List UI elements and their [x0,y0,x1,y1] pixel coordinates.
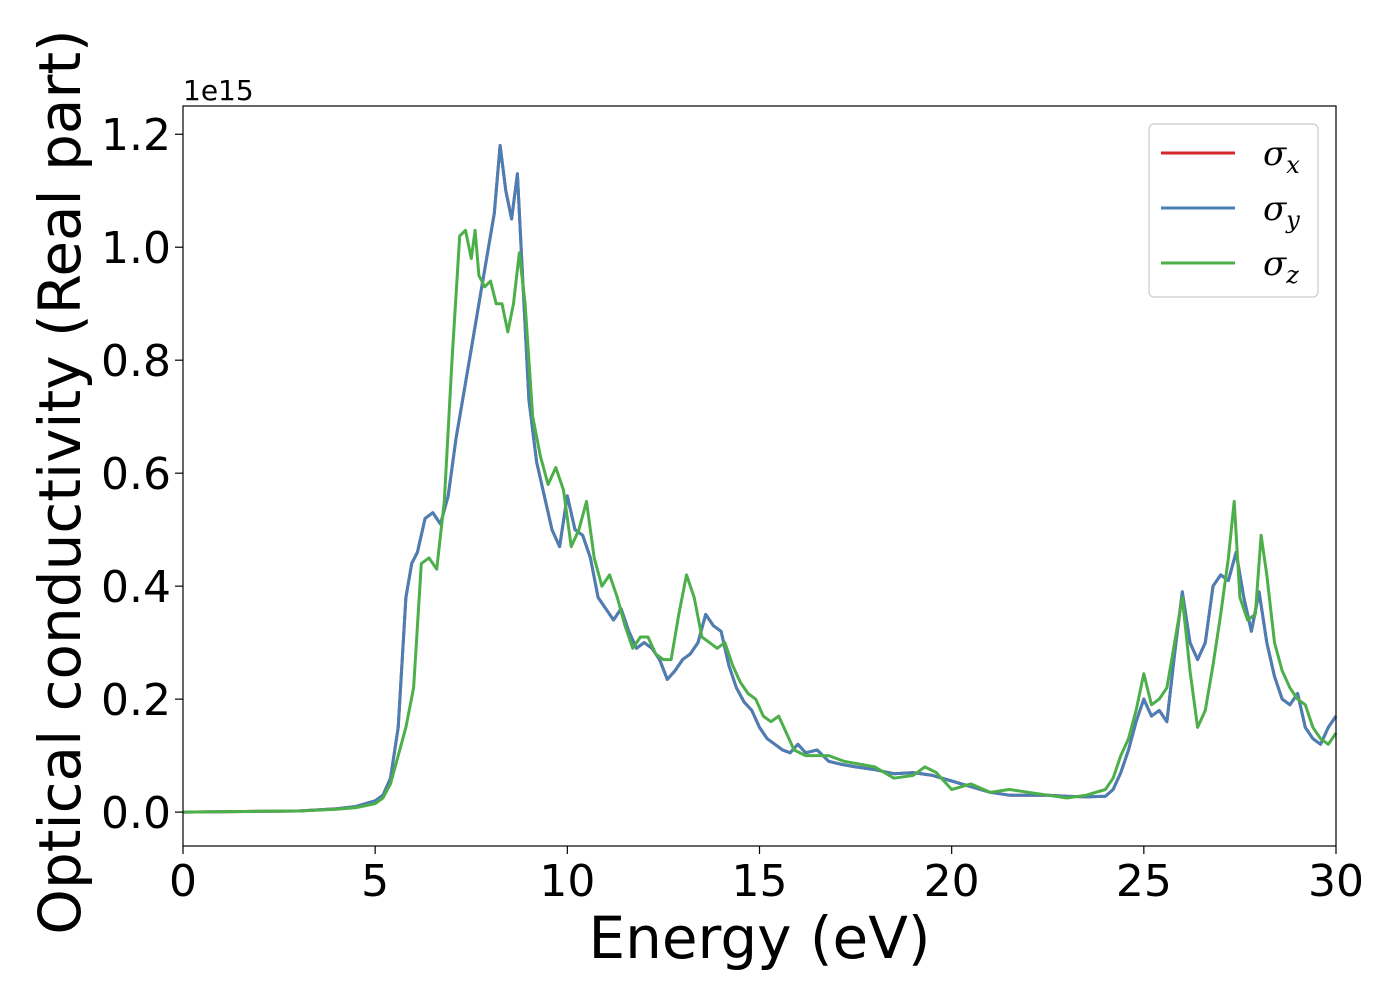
legend-label-z: σz [1263,244,1299,289]
legend-subscript: y [1285,206,1300,234]
x-tick-label: 30 [1308,856,1364,907]
x-tick-label: 10 [539,856,595,907]
series-layer [182,144,1338,814]
x-tick-label: 5 [361,856,389,907]
y-tick-label: 0.6 [101,449,171,500]
y-tick-label: 0.4 [101,562,171,613]
x-axis-title: Energy (eV) [588,904,930,972]
series-line-z [182,228,1338,814]
x-axis: 0 5 10 15 20 25 30 [169,846,1364,907]
x-tick-label: 15 [732,856,788,907]
y-tick-label: 0.8 [101,336,171,387]
x-tick-label: 25 [1116,856,1172,907]
y-tick-label: 0.0 [101,788,171,839]
x-tick-label: 20 [924,856,980,907]
legend-subscript: x [1286,151,1300,179]
y-tick-label: 1.2 [101,110,171,161]
y-tick-label: 1.0 [101,223,171,274]
y-axis: 0.0 0.2 0.4 0.6 0.8 1.0 1.2 [101,110,183,839]
y-axis-title: Optical conductivity (Real part) [26,29,94,934]
legend-subscript: z [1285,261,1299,289]
y-axis-offset-label: 1e15 [183,74,254,107]
legend-box [1148,123,1319,298]
series-line-y [182,144,1338,814]
x-tick-label: 0 [169,856,197,907]
y-tick-label: 0.2 [101,675,171,726]
